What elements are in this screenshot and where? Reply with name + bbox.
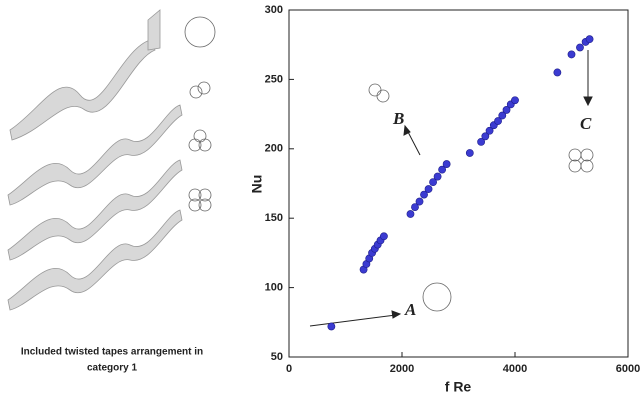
y-tick-label: 250: [265, 73, 283, 85]
y-axis-label: Nu: [249, 175, 265, 194]
y-tick-label: 100: [265, 282, 283, 294]
point: [328, 323, 335, 330]
y-tick-label: 300: [265, 4, 283, 16]
point: [586, 36, 593, 43]
tape-icons: [185, 17, 593, 311]
x-tick-label: 6000: [616, 363, 640, 375]
annotation: B: [392, 109, 404, 128]
annotation: C: [580, 114, 592, 133]
x-tick-label: 4000: [503, 363, 527, 375]
point: [568, 51, 575, 58]
point: [380, 233, 387, 240]
point: [554, 69, 561, 76]
caption: category 1: [87, 363, 137, 374]
point: [466, 149, 473, 156]
y-tick-label: 50: [271, 351, 283, 363]
point: [576, 44, 583, 51]
caption: Included twisted tapes arrangement in: [21, 347, 203, 358]
annotation: A: [404, 300, 416, 319]
x-tick-label: 2000: [390, 363, 414, 375]
y-tick-label: 200: [265, 143, 283, 155]
tape-illustration: [8, 10, 182, 310]
figure: Included twisted tapes arrangement in ca…: [0, 0, 644, 402]
y-tick-label: 150: [265, 212, 283, 224]
point: [425, 185, 432, 192]
x-tick-label: 0: [286, 363, 292, 375]
point: [407, 210, 414, 217]
point: [416, 198, 423, 205]
annotation-arrows: [310, 50, 592, 326]
point: [434, 173, 441, 180]
plot-frame: [289, 10, 628, 357]
point: [511, 97, 518, 104]
x-axis-label: f Re: [445, 379, 472, 395]
point: [443, 160, 450, 167]
